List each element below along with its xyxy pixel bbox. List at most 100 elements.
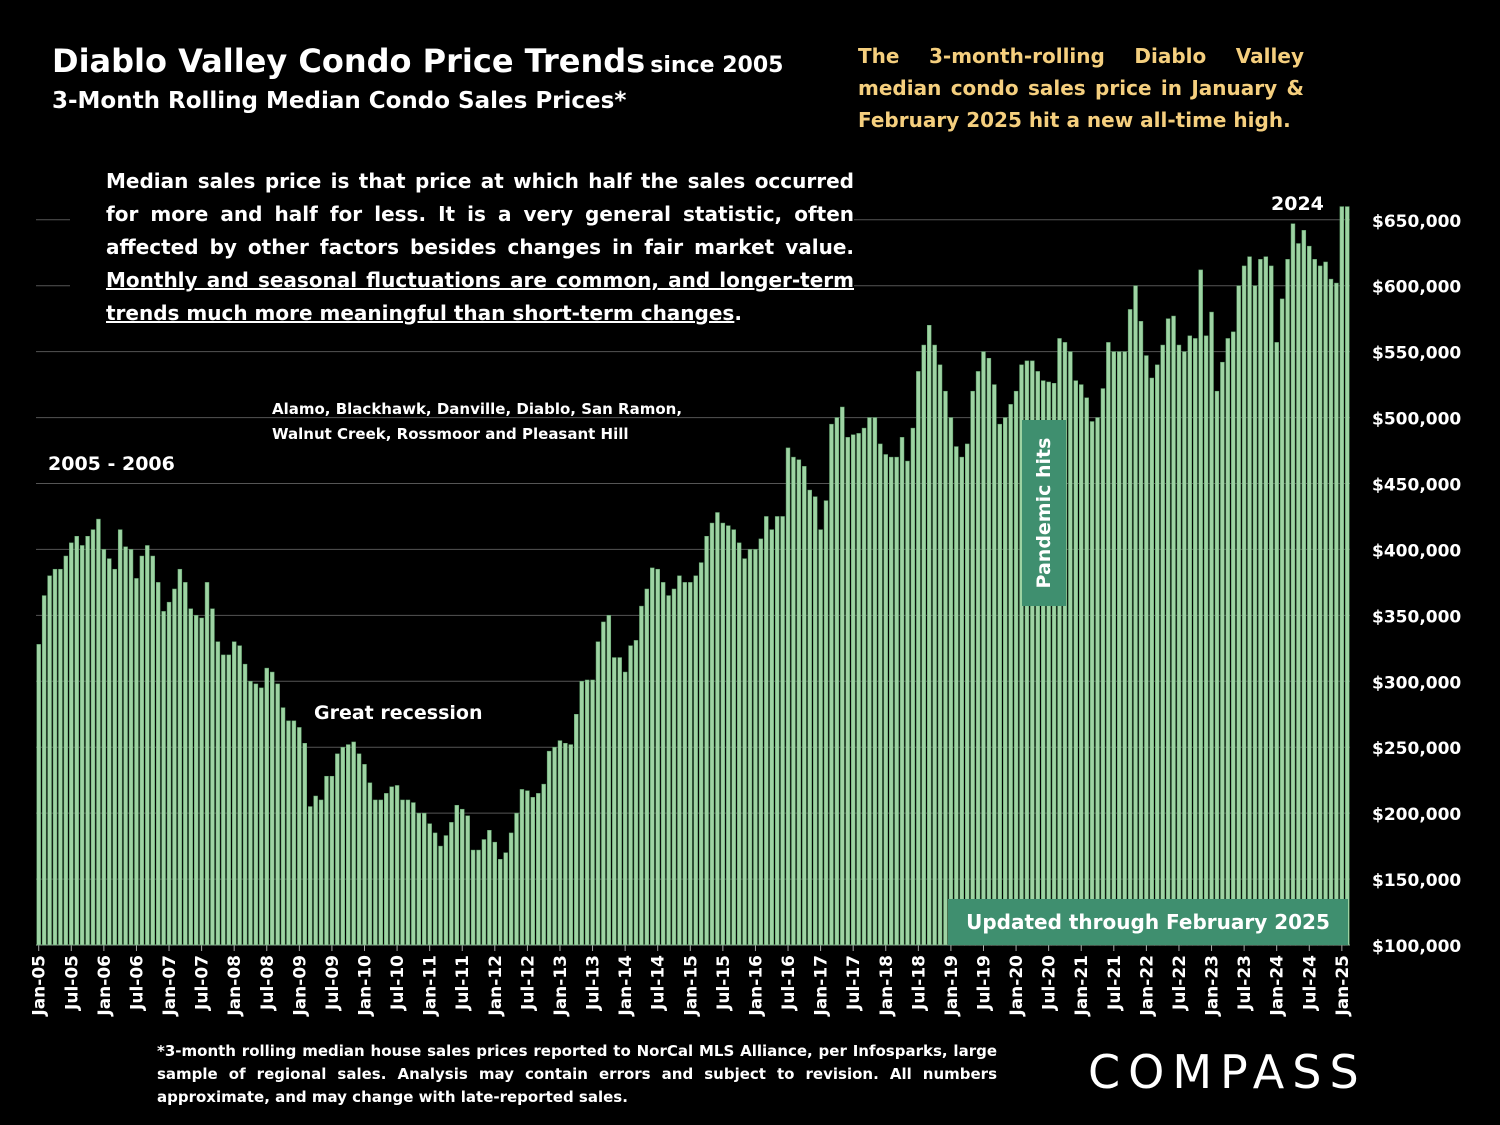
x-tick-label: Jul-07 xyxy=(193,955,213,1011)
bar xyxy=(454,804,460,946)
bar xyxy=(758,538,764,946)
bar xyxy=(557,740,563,946)
bar xyxy=(1274,342,1279,946)
bar xyxy=(335,753,340,946)
bar xyxy=(536,793,541,946)
bar xyxy=(834,417,840,946)
x-tick-label: Jan-24 xyxy=(1268,955,1288,1017)
bar xyxy=(242,663,248,946)
x-tick-label: Jul-19 xyxy=(974,955,994,1011)
bar xyxy=(910,427,916,946)
bar xyxy=(1106,342,1111,946)
bar xyxy=(726,525,731,946)
bar xyxy=(1024,360,1030,946)
bar xyxy=(199,617,204,946)
bar xyxy=(747,549,753,946)
bar xyxy=(688,582,693,946)
x-tick-label: Jul-20 xyxy=(1040,955,1060,1011)
bar xyxy=(1062,342,1068,946)
x-tick-label: Jan-14 xyxy=(616,955,636,1017)
bar xyxy=(248,681,253,946)
x-tick-label: Jan-10 xyxy=(356,955,376,1017)
bar xyxy=(878,443,883,946)
bar xyxy=(981,351,986,946)
bar xyxy=(926,325,932,946)
bar xyxy=(731,529,736,946)
bar xyxy=(1334,282,1339,946)
bar xyxy=(563,743,568,946)
x-tick-label: Jan-19 xyxy=(942,955,962,1017)
bar xyxy=(986,357,992,946)
bar xyxy=(671,588,677,946)
bar xyxy=(774,516,780,946)
bar xyxy=(1030,360,1035,946)
bar xyxy=(796,459,802,946)
regions: Alamo, Blackhawk, Danville, Diablo, San … xyxy=(272,397,682,447)
bar xyxy=(590,679,595,946)
bar xyxy=(612,657,617,946)
bar xyxy=(264,667,269,946)
bar xyxy=(829,423,834,946)
annotation: 2005 - 2006 xyxy=(48,453,175,475)
bar xyxy=(867,417,872,946)
y-tick-label: $300,000 xyxy=(1372,673,1461,693)
bar xyxy=(269,671,275,946)
bar xyxy=(503,852,508,946)
bar xyxy=(932,344,937,946)
bar xyxy=(1296,243,1301,946)
bar xyxy=(470,849,476,946)
y-tick-label: $400,000 xyxy=(1372,541,1461,561)
x-tick-label: Jan-21 xyxy=(1072,955,1092,1017)
bar xyxy=(1133,285,1138,946)
y-tick-label: $550,000 xyxy=(1372,344,1461,364)
bar xyxy=(1231,331,1236,946)
bar xyxy=(302,743,307,946)
bar xyxy=(992,384,997,946)
bar xyxy=(639,605,644,946)
bar xyxy=(1068,351,1073,946)
bar xyxy=(280,707,286,946)
x-tick-label: Jan-15 xyxy=(681,955,701,1017)
y-tick-label: $500,000 xyxy=(1372,410,1461,430)
bar xyxy=(1198,269,1203,946)
bar xyxy=(715,512,720,946)
y-tick-label: $250,000 xyxy=(1372,739,1461,759)
bar xyxy=(736,542,742,946)
note-underlined: Monthly and seasonal fluctuations are co… xyxy=(106,268,854,325)
bar xyxy=(872,417,878,946)
bar xyxy=(52,568,58,946)
bar xyxy=(633,640,639,946)
bar xyxy=(568,744,574,946)
bar xyxy=(443,835,449,946)
note: Median sales price is that price at whic… xyxy=(70,165,854,336)
bar xyxy=(622,671,628,946)
bar xyxy=(1127,309,1133,946)
bar xyxy=(812,496,818,946)
x-tick-label: Jan-22 xyxy=(1137,955,1157,1017)
bar xyxy=(1323,261,1328,946)
bar xyxy=(373,799,378,946)
bar xyxy=(964,443,970,946)
bar xyxy=(959,456,964,946)
bar xyxy=(1247,256,1252,946)
bar xyxy=(943,390,948,946)
bar xyxy=(275,683,280,946)
bar xyxy=(1236,285,1241,946)
bar xyxy=(899,437,905,946)
bar xyxy=(1317,265,1323,946)
bar xyxy=(525,790,530,946)
bar xyxy=(460,808,465,946)
bar xyxy=(1117,351,1122,946)
bar xyxy=(894,456,899,946)
x-tick-label: Jul-13 xyxy=(584,955,604,1011)
x-tick-label: Jan-23 xyxy=(1203,955,1223,1017)
bar xyxy=(384,793,389,946)
bar xyxy=(36,644,41,946)
bar xyxy=(1008,404,1013,946)
bar xyxy=(307,806,313,946)
bar xyxy=(1149,377,1155,946)
bar xyxy=(1073,380,1079,946)
bar xyxy=(481,839,487,946)
x-tick-label: Jul-05 xyxy=(62,955,82,1011)
bar xyxy=(764,516,769,946)
